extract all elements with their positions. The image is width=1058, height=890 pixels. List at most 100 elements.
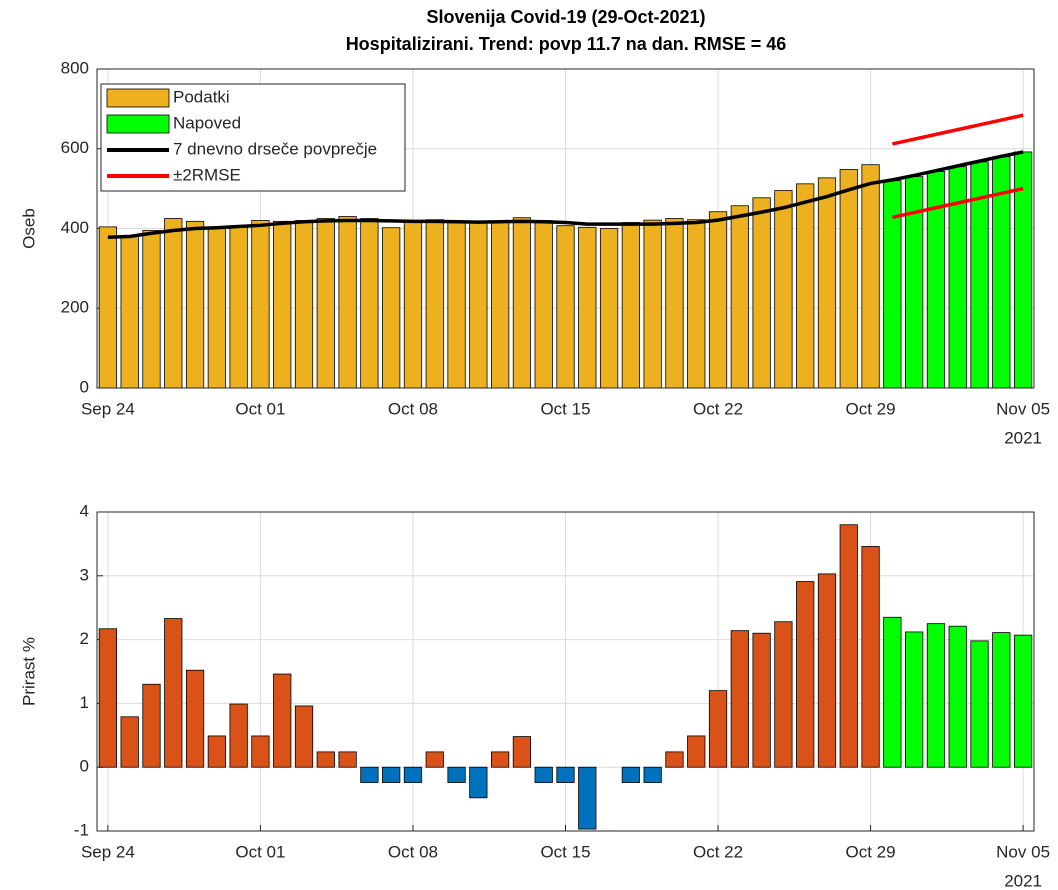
y-tick-label: 3	[80, 565, 89, 584]
bar	[425, 751, 444, 768]
y-tick-label: 1	[80, 693, 89, 712]
axes-box	[96, 511, 1035, 832]
bar	[796, 183, 815, 389]
y-tick-label: 400	[61, 218, 89, 237]
bar	[643, 219, 662, 389]
bar	[382, 766, 401, 783]
y-axis-label: Oseb	[19, 208, 38, 249]
y-tick-label: 4	[80, 501, 89, 520]
x-tick-label: Sep 24	[81, 399, 135, 418]
bar	[905, 176, 924, 389]
bar	[730, 630, 749, 768]
bar	[382, 227, 401, 389]
bar	[512, 736, 532, 768]
line	[107, 150, 1024, 240]
bar	[643, 766, 662, 783]
bar	[665, 751, 684, 768]
bar	[534, 220, 553, 389]
bar	[142, 230, 161, 389]
bar	[360, 218, 379, 389]
x-year-label: 2021	[1004, 428, 1042, 447]
x-tick-label: Oct 29	[846, 842, 896, 861]
legend-swatch	[106, 88, 170, 108]
bar	[883, 616, 902, 768]
bar	[687, 219, 706, 389]
y-tick-label: 800	[61, 58, 89, 77]
chart-title: Slovenija Covid-19 (29-Oct-2021)	[426, 7, 705, 27]
bar	[708, 211, 728, 389]
bar	[294, 705, 314, 768]
bar	[839, 524, 858, 768]
bar	[316, 218, 335, 389]
bar	[578, 766, 597, 830]
x-tick-label: Oct 08	[388, 399, 438, 418]
legend: Podatki Napoved 7 dnevno drseče povprečje ±…	[100, 83, 406, 192]
x-year-label: 2021	[1004, 871, 1042, 890]
bar	[294, 220, 314, 389]
bar	[98, 226, 118, 389]
y-tick-label: 0	[80, 377, 89, 396]
bar	[273, 220, 292, 389]
bar	[817, 573, 837, 768]
bar	[621, 766, 640, 783]
bar	[98, 628, 118, 768]
bar	[774, 190, 793, 389]
bar	[621, 222, 640, 389]
bar	[817, 177, 837, 389]
bar	[316, 751, 335, 768]
bar	[403, 766, 423, 783]
bar	[447, 220, 466, 389]
bar	[970, 640, 989, 768]
bar	[774, 621, 793, 768]
bar	[229, 703, 248, 768]
bar	[207, 735, 226, 768]
bar	[185, 669, 205, 768]
bar	[229, 226, 248, 389]
y-tick-label: 200	[61, 298, 89, 317]
bar	[469, 766, 488, 799]
line	[891, 186, 1024, 220]
bar	[752, 197, 771, 389]
bar	[491, 751, 510, 768]
bar	[164, 218, 183, 389]
x-tick-label: Nov 05	[996, 399, 1050, 418]
y-tick-label: 2	[80, 629, 89, 648]
bar	[861, 546, 880, 768]
x-tick-label: Oct 22	[693, 399, 743, 418]
bar	[926, 623, 946, 768]
legend-label: Podatki	[173, 87, 230, 106]
x-tick-label: Oct 15	[540, 399, 590, 418]
bar	[1013, 634, 1033, 768]
y-tick-label: 600	[61, 138, 89, 157]
bar	[556, 225, 575, 389]
bar	[207, 226, 226, 389]
y-tick-label: -1	[74, 820, 89, 839]
bar	[425, 219, 444, 389]
bar	[120, 716, 139, 768]
bar	[185, 220, 205, 389]
axes-box	[96, 68, 1035, 389]
line	[891, 113, 1024, 146]
bar	[512, 217, 532, 389]
bar	[403, 220, 423, 389]
bar	[578, 226, 597, 389]
legend-label: ±2RMSE	[173, 165, 241, 184]
y-tick-label: 0	[80, 757, 89, 776]
x-tick-label: Nov 05	[996, 842, 1050, 861]
bar	[883, 180, 902, 389]
bar	[708, 690, 728, 768]
bar	[447, 766, 466, 783]
legend-label: Napoved	[173, 113, 241, 132]
bar	[534, 766, 553, 783]
bar	[730, 205, 749, 389]
bar	[926, 171, 946, 389]
bar	[992, 632, 1011, 768]
bar	[273, 673, 292, 768]
bar	[251, 220, 270, 389]
bar	[360, 766, 379, 783]
bar	[839, 169, 858, 389]
bar	[1013, 151, 1033, 389]
x-tick-label: Oct 22	[693, 842, 743, 861]
bar	[142, 683, 161, 768]
